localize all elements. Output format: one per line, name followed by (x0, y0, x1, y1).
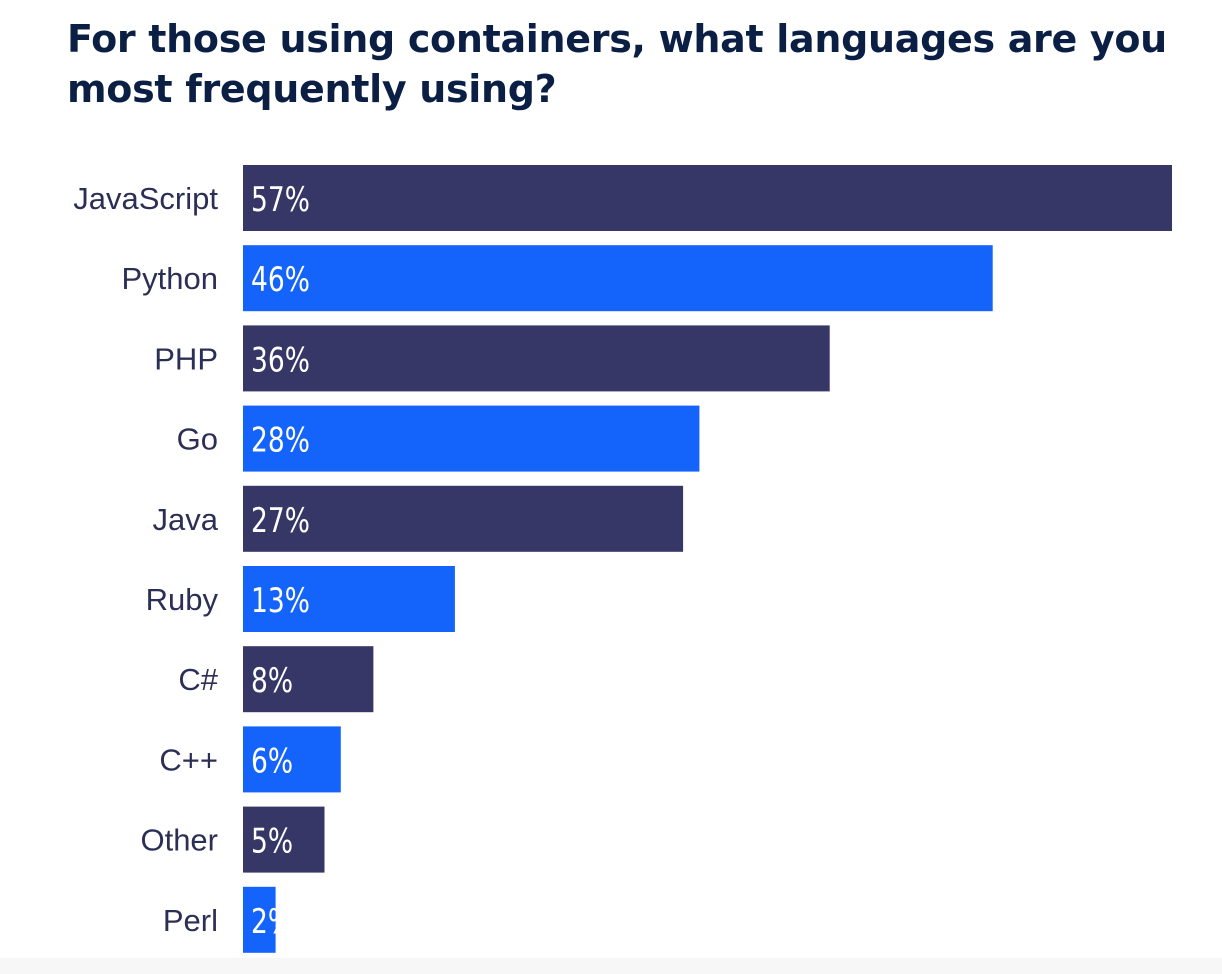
category-label: Ruby (146, 582, 219, 617)
bar-java (243, 485, 684, 552)
category-label: Python (121, 261, 218, 296)
category-label: C++ (159, 742, 218, 777)
value-label: 36% (251, 341, 310, 380)
value-label: 57% (251, 181, 310, 220)
value-label: 27% (251, 502, 310, 541)
bar-other (243, 806, 325, 873)
category-label: C# (178, 662, 218, 697)
category-label: PHP (154, 341, 218, 376)
category-label: JavaScript (73, 181, 218, 216)
value-label: 8% (251, 662, 293, 701)
category-label: Go (177, 422, 218, 457)
category-label: Java (153, 502, 219, 537)
chart-title: For those using containers, what languag… (67, 17, 1167, 111)
bar-php (243, 325, 830, 392)
value-label: 6% (251, 742, 293, 781)
category-label: Other (140, 823, 218, 858)
bar-ruby (243, 566, 455, 632)
bar-csharp (243, 646, 374, 713)
bar-cpp (243, 726, 341, 793)
bar-python (243, 245, 993, 312)
value-label: 5% (251, 822, 293, 861)
bottom-edge (0, 958, 1222, 974)
value-label: 2% (251, 903, 293, 942)
value-label: 46% (251, 261, 310, 300)
bar-go (243, 405, 700, 472)
value-label: 28% (251, 421, 310, 460)
category-label: Perl (163, 903, 218, 938)
bar-javascript (243, 165, 1172, 231)
bar-perl (243, 886, 276, 953)
value-label: 13% (251, 582, 310, 621)
